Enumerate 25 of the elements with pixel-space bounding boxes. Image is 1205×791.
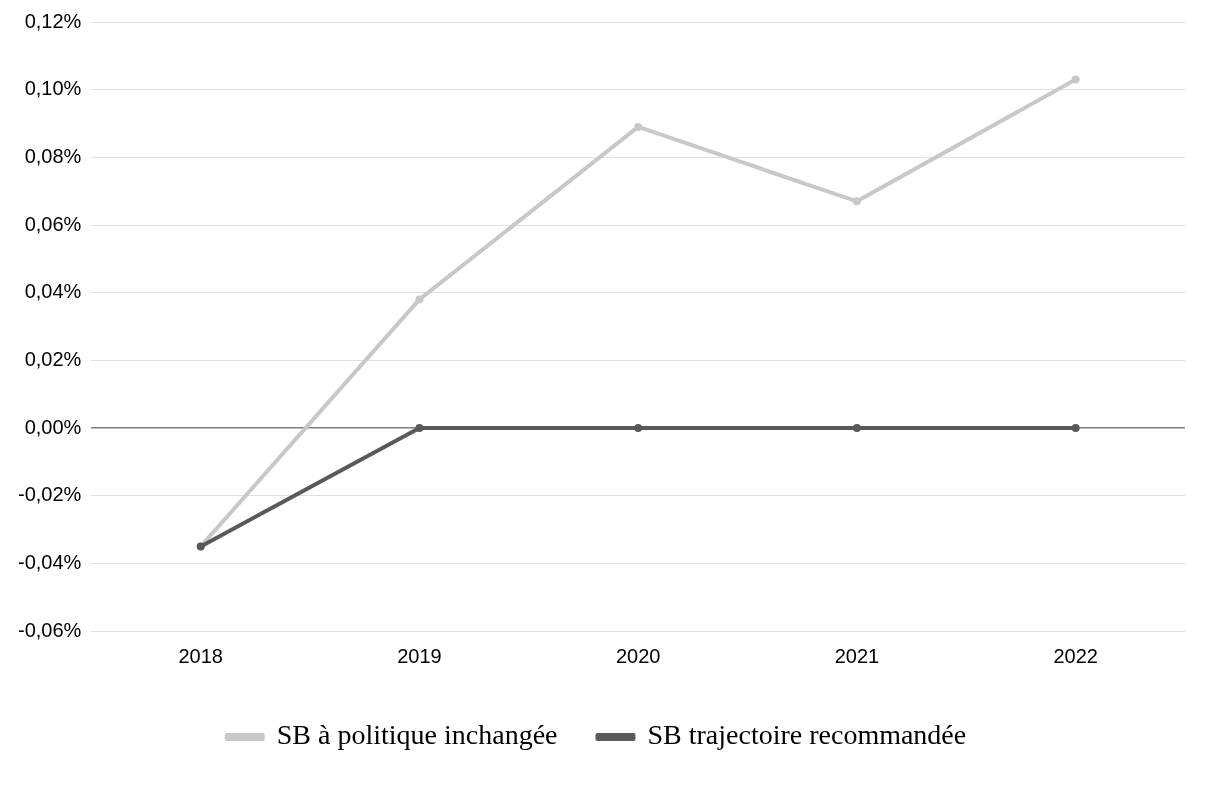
x-tick-label: 2019 xyxy=(397,644,442,667)
y-tick-label: 0,12% xyxy=(24,9,82,32)
y-tick-label: -0,06% xyxy=(17,618,82,641)
point xyxy=(1071,75,1080,84)
y-tick-label: 0,08% xyxy=(24,144,82,167)
y-tick-label: -0,04% xyxy=(17,550,82,573)
point xyxy=(634,122,643,131)
y-tick-label: -0,02% xyxy=(17,483,82,506)
point xyxy=(415,295,424,304)
point xyxy=(852,424,861,432)
x-tick-label: 2018 xyxy=(178,644,223,667)
y-tick-label: 0,02% xyxy=(24,347,82,370)
x-tick-label: 2020 xyxy=(615,644,661,667)
x-tick-label: 2022 xyxy=(1053,644,1098,667)
legend-label: SB à politique inchangée xyxy=(276,719,558,751)
point xyxy=(852,197,861,206)
point xyxy=(634,424,643,432)
point xyxy=(1071,424,1080,432)
y-tick-label: 0,04% xyxy=(24,280,82,303)
y-tick-label: 0,00% xyxy=(24,415,82,438)
point xyxy=(415,424,424,432)
y-tick-label: 0,06% xyxy=(24,212,82,235)
legend-label: SB trajectoire recommandée xyxy=(647,719,967,751)
y-tick-label: 0,10% xyxy=(24,77,82,100)
x-tick-label: 2021 xyxy=(834,644,880,667)
